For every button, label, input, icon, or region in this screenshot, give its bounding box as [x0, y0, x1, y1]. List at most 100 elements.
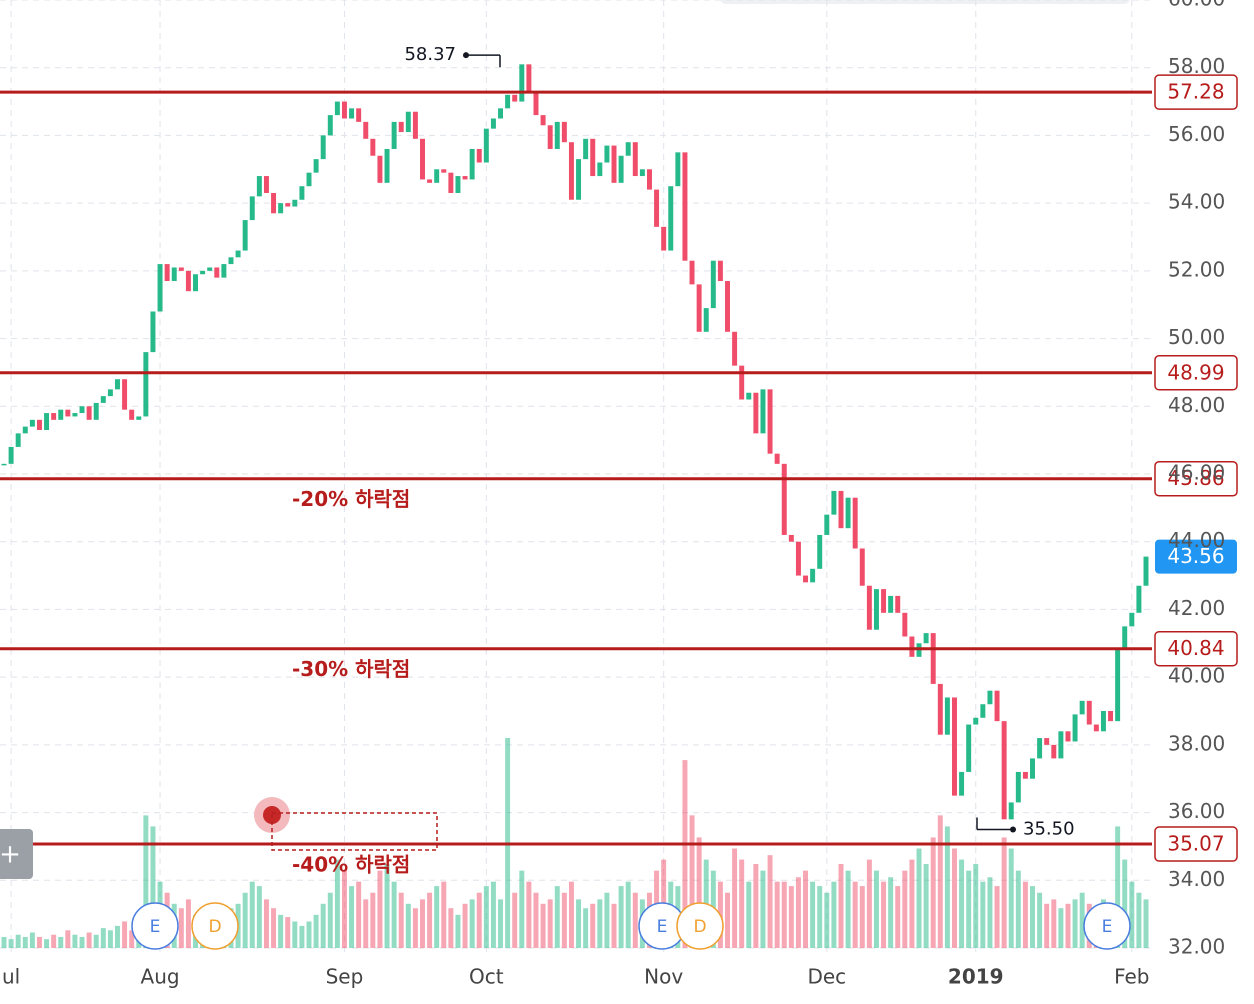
candle-body [909, 636, 915, 657]
candle-body [845, 497, 851, 529]
candle-body [65, 409, 71, 417]
candle-body [72, 413, 78, 417]
candle-body [398, 121, 404, 133]
volume-bar [1022, 881, 1028, 948]
volume-bar [377, 870, 383, 948]
candle-body [505, 94, 511, 109]
x-tick-label: ul [2, 965, 20, 989]
event-label: E [1102, 917, 1113, 937]
candle-body [22, 426, 28, 434]
candle-body [710, 260, 716, 309]
x-tick-label: Feb [1114, 965, 1149, 989]
candle-body [221, 264, 227, 278]
candle-body [554, 121, 560, 149]
candle-body [547, 125, 553, 149]
candle-body [639, 169, 645, 177]
volume-bar [1122, 859, 1128, 948]
candle-body [1136, 585, 1142, 613]
y-tick-label: 44.00 [1168, 528, 1225, 552]
volume-bar [512, 892, 518, 948]
candle-body [1108, 711, 1114, 722]
event-marker[interactable]: E [131, 902, 179, 950]
event-label: D [693, 917, 706, 937]
x-tick-label: 2019 [948, 965, 1004, 989]
event-marker[interactable]: D [191, 902, 239, 950]
candle-body [1072, 714, 1078, 742]
volume-bar [405, 903, 411, 948]
candle-body [8, 446, 14, 464]
candle-body [341, 101, 347, 119]
volume-bar [590, 903, 596, 948]
add-button[interactable] [0, 829, 33, 879]
candle-body [1037, 738, 1043, 759]
y-tick-label: 56.00 [1168, 122, 1225, 146]
level-label-box [1154, 74, 1238, 110]
volume-bar [760, 870, 766, 948]
volume-bar [476, 892, 482, 948]
y-tick-label: 34.00 [1168, 867, 1225, 891]
candle-body [980, 704, 986, 718]
candle-body [334, 101, 340, 116]
candle-body [866, 585, 872, 630]
candle-body [185, 270, 191, 292]
volume-bar [455, 914, 461, 948]
tooltip-shadow [720, 0, 1130, 4]
volume-bar [271, 908, 277, 948]
candle-body [966, 724, 972, 772]
candle-body [1143, 556, 1149, 586]
candle-body [228, 257, 234, 265]
event-marker[interactable]: D [676, 902, 724, 950]
candle-body [583, 138, 589, 160]
candle-body [79, 406, 85, 414]
y-tick-label: 36.00 [1168, 799, 1225, 823]
volume-bar [895, 886, 901, 948]
candle-body [767, 389, 773, 454]
volume-bar [689, 815, 695, 948]
volume-bar [583, 908, 589, 948]
y-tick-label: 52.00 [1168, 257, 1225, 281]
volume-bar [349, 886, 355, 948]
volume-bar [122, 921, 128, 948]
event-marker[interactable]: E [1083, 902, 1131, 950]
candle-body [753, 392, 759, 434]
candle-body [576, 159, 582, 200]
volume-bar [441, 881, 447, 948]
candle-body [412, 111, 418, 139]
candle-body [405, 111, 411, 133]
volume-bar [817, 886, 823, 948]
candle-body [469, 148, 475, 180]
volume-bar [15, 934, 21, 948]
candle-body [157, 264, 163, 312]
volume-bar [1051, 899, 1057, 948]
candle-body [519, 64, 525, 102]
volume-bar [930, 837, 936, 948]
candle-body [1129, 612, 1135, 627]
y-tick-label: 46.00 [1168, 461, 1225, 485]
level-label-box [1154, 630, 1238, 667]
volume-bar [384, 864, 390, 948]
candle-body [533, 91, 539, 116]
volume-bar [313, 914, 319, 948]
volume-bar [185, 899, 191, 948]
candle-body [292, 199, 298, 207]
candle-body [1008, 802, 1014, 820]
candle-body [923, 633, 929, 644]
volume-bar [1008, 848, 1014, 948]
volume-bar [632, 892, 638, 948]
volume-bar [285, 917, 291, 948]
volume-bar [753, 864, 759, 948]
x-tick-label: Dec [807, 965, 846, 989]
candle-body [86, 406, 92, 420]
level-label: 48.99 [1167, 360, 1224, 384]
candle-body [462, 176, 468, 180]
candle-body [200, 270, 206, 275]
candle-body [327, 115, 333, 136]
volume-bar [256, 886, 262, 948]
volume-bar [58, 936, 64, 948]
candle-body [1100, 711, 1106, 732]
candle-body [441, 169, 447, 173]
candle-body [788, 534, 794, 542]
candle-body [171, 267, 177, 282]
candle-body [455, 176, 461, 193]
volume-bar [391, 881, 397, 948]
